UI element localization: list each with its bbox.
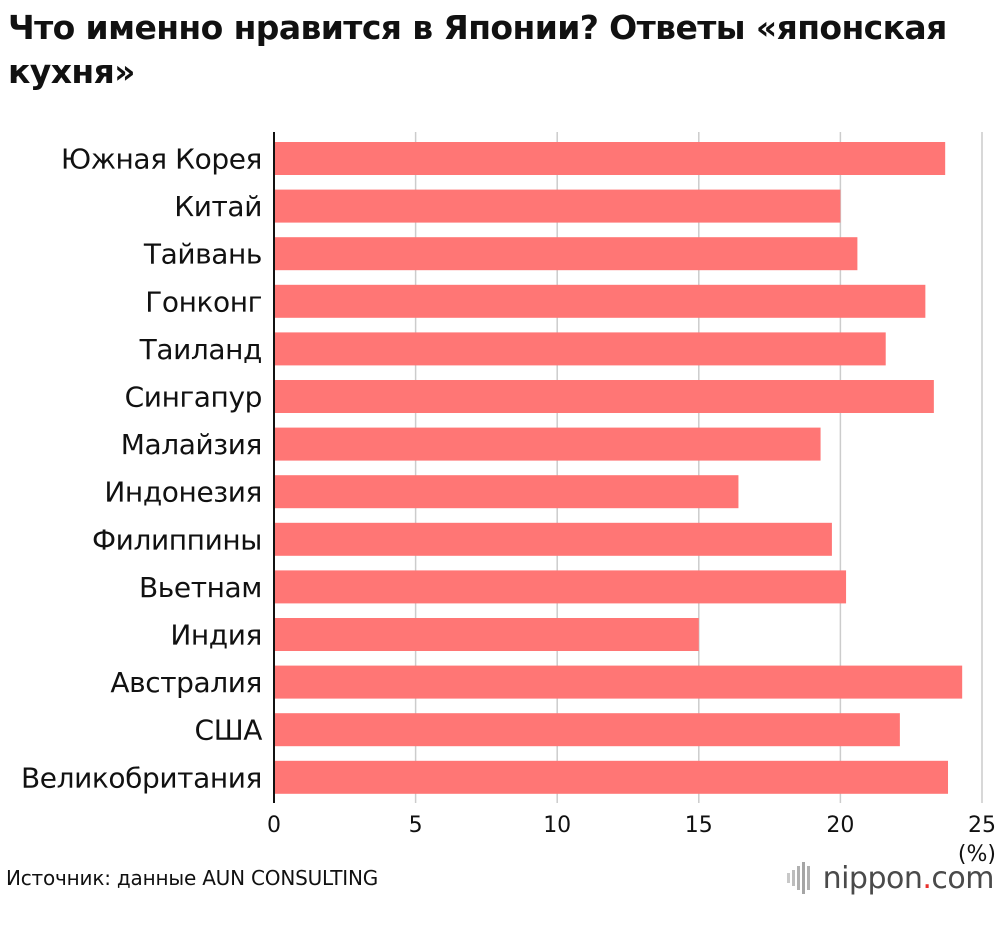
- nippon-logo: nippon.com: [786, 860, 995, 896]
- gridlines: [414, 132, 983, 803]
- chart-title: Что именно нравится в Японии? Ответы «яп…: [8, 8, 947, 91]
- bar-11: [274, 665, 963, 699]
- bar-12: [274, 713, 900, 747]
- bar-2: [274, 237, 858, 271]
- category-label-7: Индонезия: [104, 476, 262, 509]
- category-label-0: Южная Корея: [61, 143, 262, 176]
- bar-6: [274, 427, 821, 461]
- bar-5: [274, 380, 934, 413]
- category-label-4: Таиланд: [139, 333, 262, 366]
- x-unit-label: (%): [958, 842, 996, 867]
- bar-0: [274, 142, 946, 175]
- bar-3: [274, 284, 926, 318]
- x-tick-label-0: 0: [267, 813, 281, 838]
- x-tick-label-25: 25: [968, 813, 996, 838]
- category-label-11: Австралия: [110, 666, 262, 699]
- category-label-8: Филиппины: [92, 523, 262, 556]
- bar-13: [274, 760, 949, 794]
- bar-10: [274, 618, 699, 651]
- x-tick-label-15: 15: [685, 813, 713, 838]
- x-tick-label-10: 10: [543, 813, 571, 838]
- category-label-2: Тайвань: [143, 238, 262, 271]
- nippon-logo-text: nippon.com: [822, 860, 995, 896]
- x-tick-labels: 0 5 10 15 20 25: [267, 813, 996, 838]
- bars: [274, 142, 963, 794]
- category-labels: Южная Корея Китай Тайвань Гонконг Таиланд Син…: [21, 143, 263, 795]
- bar-8: [274, 522, 832, 556]
- bar-1: [274, 189, 841, 223]
- category-label-1: Китай: [174, 190, 262, 223]
- source-note: Источник: данные AUN CONSULTING: [6, 866, 379, 890]
- bar-4: [274, 332, 886, 366]
- category-label-13: Великобритания: [21, 761, 262, 794]
- category-label-12: США: [195, 714, 263, 747]
- bar-7: [274, 475, 739, 509]
- nippon-logo-icon: [786, 862, 810, 894]
- x-tick-label-5: 5: [409, 813, 423, 838]
- bar-9: [274, 570, 847, 604]
- category-label-5: Сингапур: [125, 381, 262, 414]
- category-label-3: Гонконг: [145, 285, 262, 318]
- category-label-10: Индия: [170, 619, 262, 652]
- category-label-6: Малайзия: [121, 428, 262, 461]
- x-tick-label-20: 20: [826, 813, 854, 838]
- category-label-9: Вьетнам: [139, 571, 262, 604]
